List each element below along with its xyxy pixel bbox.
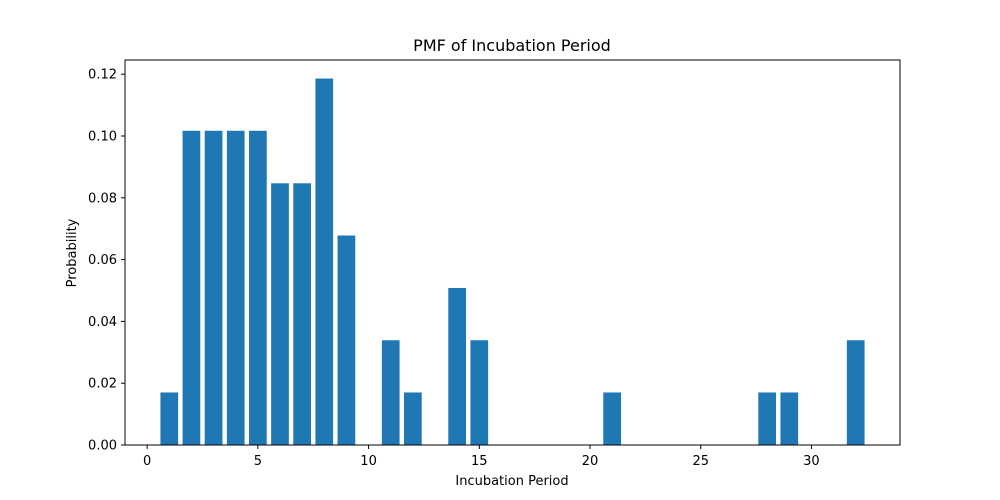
bar-8 xyxy=(315,78,334,445)
bar-4 xyxy=(226,130,245,445)
bar-32 xyxy=(846,340,865,445)
bar-3 xyxy=(204,130,223,445)
y-tick-label: 0.00 xyxy=(88,439,117,454)
bar-21 xyxy=(603,392,621,445)
x-axis-label: Incubation Period xyxy=(455,474,568,489)
y-tick-label: 0.12 xyxy=(88,68,117,83)
x-tick-label: 10 xyxy=(360,454,377,469)
y-tick-label: 0.10 xyxy=(88,130,117,145)
x-tick-label: 0 xyxy=(143,454,151,469)
bar-15 xyxy=(470,340,489,445)
x-tick-label: 5 xyxy=(254,454,262,469)
bar-28 xyxy=(758,392,776,445)
bar-7 xyxy=(293,183,311,446)
bar-2 xyxy=(182,130,201,445)
bar-11 xyxy=(381,340,400,445)
y-tick-label: 0.04 xyxy=(88,315,117,330)
x-tick-label: 20 xyxy=(582,454,599,469)
x-tick-label: 30 xyxy=(803,454,820,469)
bars xyxy=(160,78,865,446)
y-tick-label: 0.02 xyxy=(88,377,117,392)
y-tick-label: 0.08 xyxy=(88,191,117,206)
bar-6 xyxy=(271,183,289,446)
x-axis-ticks: 0 5 10 15 20 25 30 xyxy=(143,445,820,469)
bar-29 xyxy=(780,392,799,445)
bar-14 xyxy=(448,288,466,445)
bar-5 xyxy=(249,130,267,445)
y-axis-label: Probability xyxy=(65,218,80,287)
chart-title: PMF of Incubation Period xyxy=(413,36,611,55)
bar-9 xyxy=(337,235,356,445)
bar-12 xyxy=(404,392,422,445)
plot-frame xyxy=(124,59,901,446)
y-tick-label: 0.06 xyxy=(88,253,117,268)
x-tick-label: 15 xyxy=(471,454,488,469)
bar-1 xyxy=(160,392,179,445)
y-axis-ticks: 0.00 0.02 0.04 0.06 0.08 0.10 0.12 xyxy=(88,68,125,454)
x-tick-label: 25 xyxy=(692,454,709,469)
